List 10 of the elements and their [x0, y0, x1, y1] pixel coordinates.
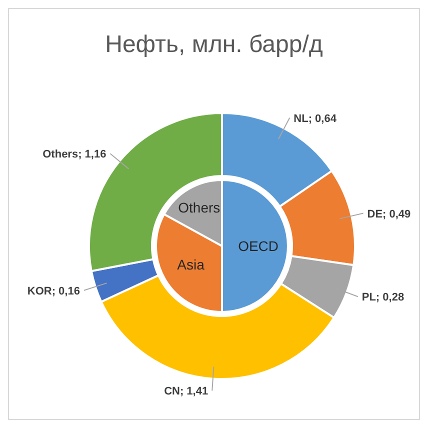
chart-title: Нефть, млн. барр/д — [104, 31, 324, 59]
slice-label: CN; 1,41 — [164, 386, 208, 398]
slice-label: Others — [178, 199, 220, 216]
slice-label: Others; 1,16 — [42, 148, 106, 161]
slice-label: NL; 0,64 — [294, 112, 338, 125]
slice-label: KOR; 0,16 — [27, 285, 80, 298]
slice-label: PL; 0,28 — [362, 292, 404, 304]
slice-label: DE; 0,49 — [367, 208, 411, 220]
slice-label: OECD — [238, 238, 279, 254]
slice-label: Asia — [177, 256, 205, 272]
